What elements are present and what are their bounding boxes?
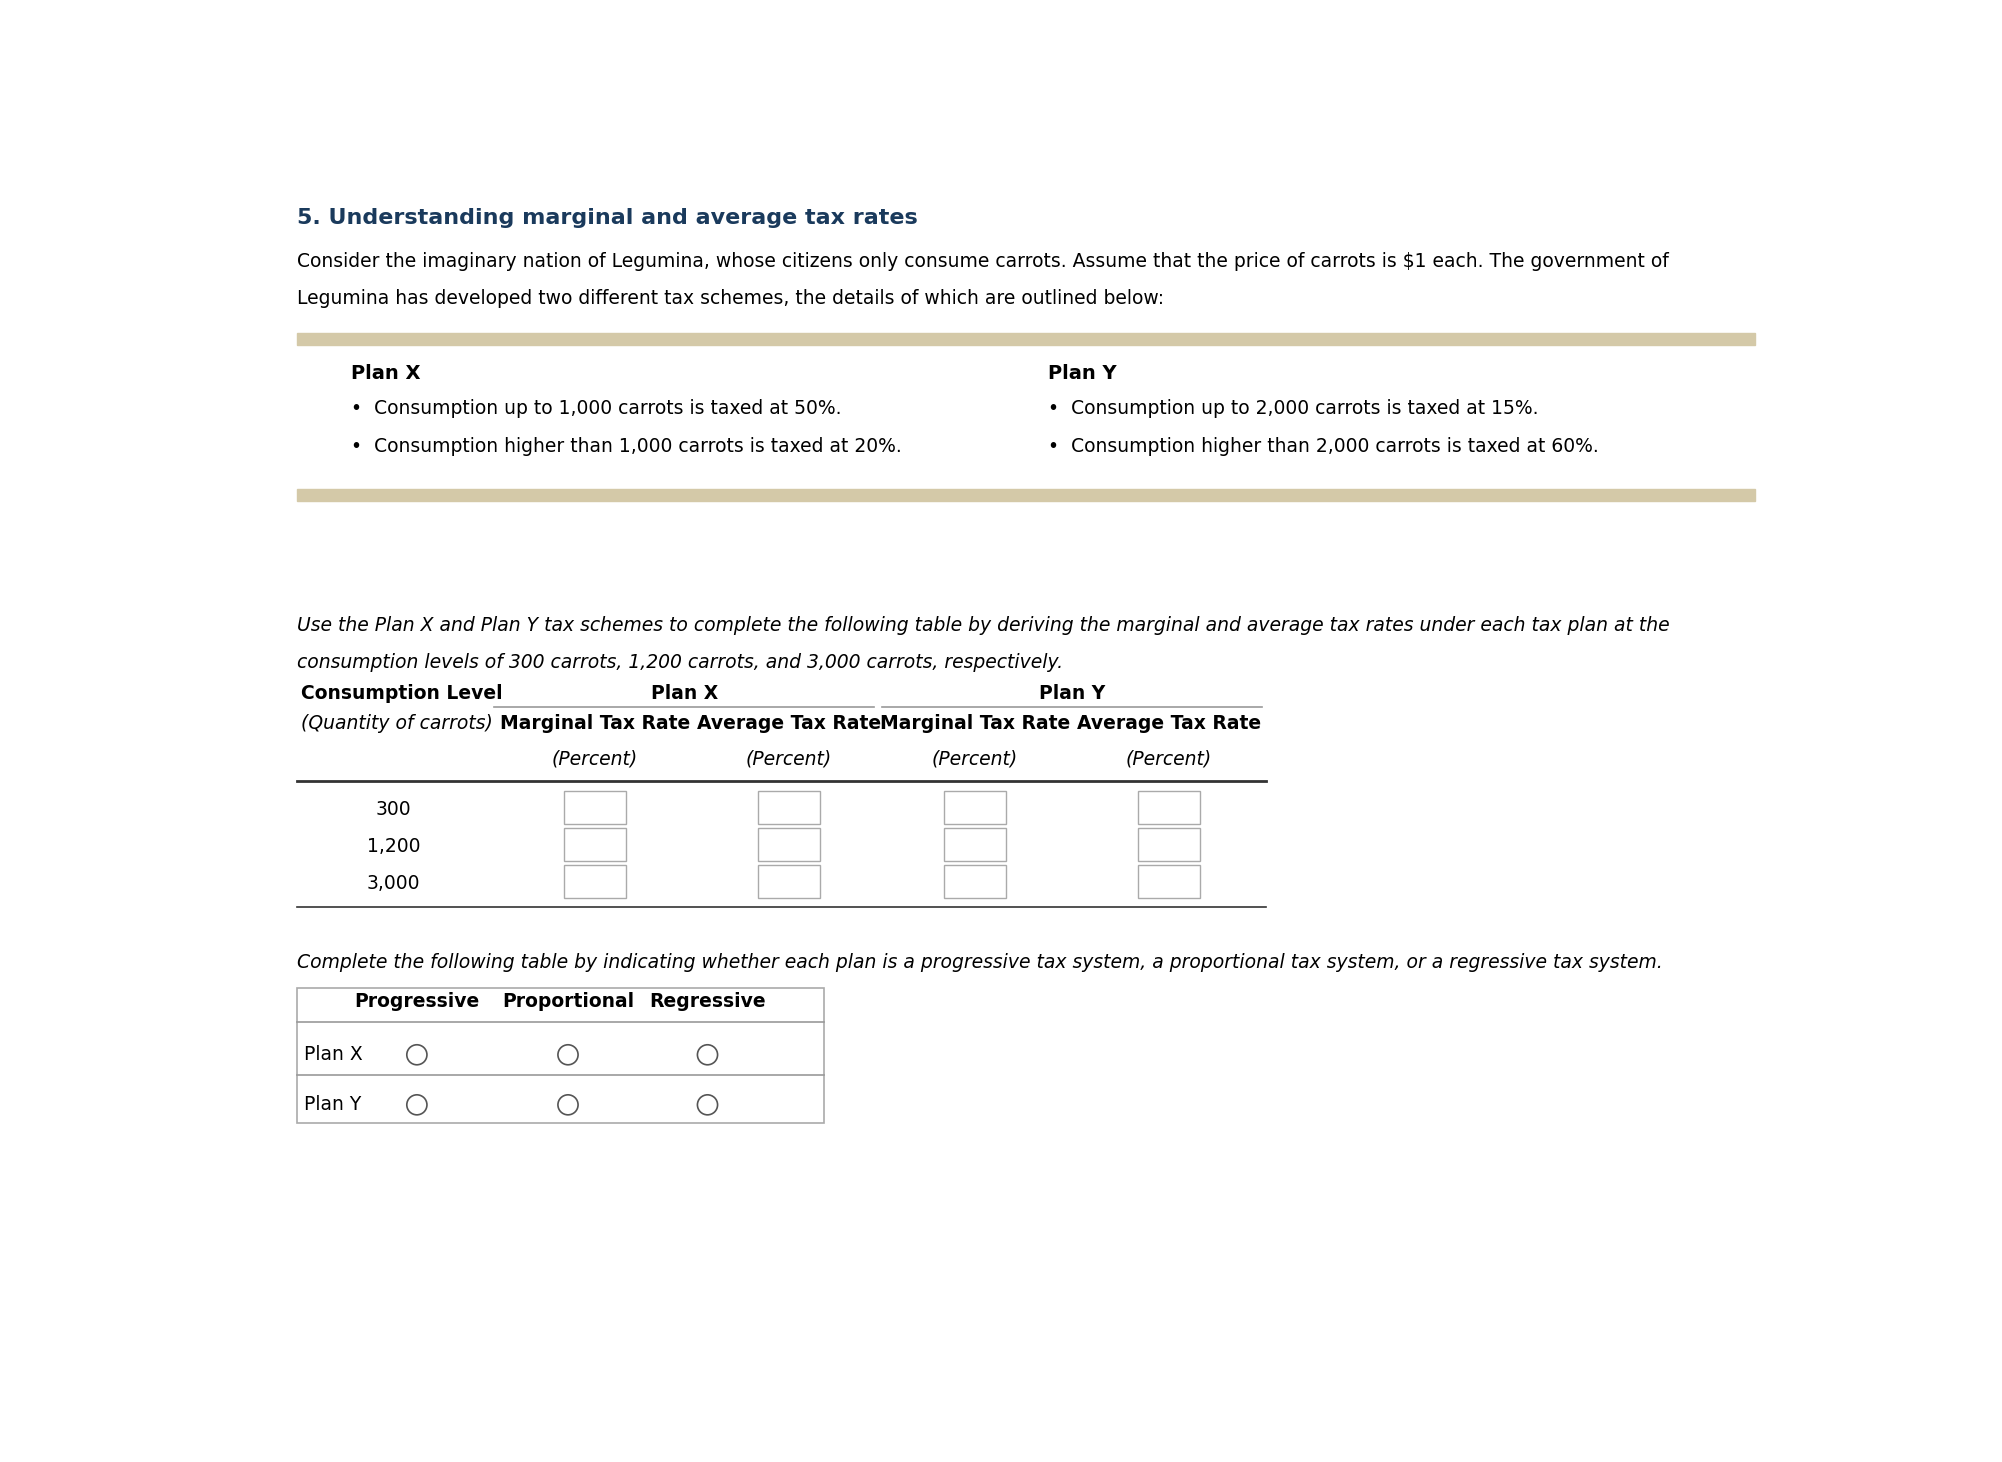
Text: •  Consumption up to 2,000 carrots is taxed at 15%.: • Consumption up to 2,000 carrots is tax… — [1049, 399, 1540, 418]
Circle shape — [697, 1095, 717, 1116]
Text: consumption levels of 300 carrots, 1,200 carrots, and 3,000 carrots, respectivel: consumption levels of 300 carrots, 1,200… — [296, 654, 1063, 673]
Text: •  Consumption higher than 1,000 carrots is taxed at 20%.: • Consumption higher than 1,000 carrots … — [350, 437, 901, 456]
Text: Plan X: Plan X — [651, 684, 719, 703]
Text: 1,200: 1,200 — [366, 836, 420, 855]
Bar — [565, 829, 627, 861]
Circle shape — [406, 1095, 426, 1116]
Bar — [1137, 866, 1199, 898]
Bar — [565, 791, 627, 823]
Bar — [943, 866, 1005, 898]
Bar — [759, 829, 821, 861]
Text: (Percent): (Percent) — [747, 749, 833, 768]
Text: Plan X: Plan X — [350, 364, 420, 383]
Text: Use the Plan X and Plan Y tax schemes to complete the following table by derivin: Use the Plan X and Plan Y tax schemes to… — [296, 616, 1670, 635]
Text: Consumption Level: Consumption Level — [300, 684, 503, 703]
Bar — [296, 988, 823, 1123]
Text: Plan Y: Plan Y — [1039, 684, 1105, 703]
Text: Regressive: Regressive — [649, 991, 767, 1010]
Text: Plan Y: Plan Y — [304, 1095, 362, 1114]
Circle shape — [559, 1095, 579, 1116]
Bar — [759, 791, 821, 823]
Bar — [1137, 829, 1199, 861]
Text: Legumina has developed two different tax schemes, the details of which are outli: Legumina has developed two different tax… — [296, 289, 1163, 308]
Text: (Percent): (Percent) — [1125, 749, 1211, 768]
Text: 5. Understanding marginal and average tax rates: 5. Understanding marginal and average ta… — [296, 208, 917, 228]
Bar — [296, 488, 1756, 501]
Text: •  Consumption higher than 2,000 carrots is taxed at 60%.: • Consumption higher than 2,000 carrots … — [1049, 437, 1600, 456]
Text: •  Consumption up to 1,000 carrots is taxed at 50%.: • Consumption up to 1,000 carrots is tax… — [350, 399, 841, 418]
Text: 300: 300 — [376, 800, 412, 819]
Circle shape — [559, 1045, 579, 1064]
Text: Complete the following table by indicating whether each plan is a progressive ta: Complete the following table by indicati… — [296, 953, 1662, 972]
Circle shape — [697, 1045, 717, 1064]
Text: Plan X: Plan X — [304, 1045, 362, 1064]
Text: (Percent): (Percent) — [553, 749, 639, 768]
Bar — [943, 829, 1005, 861]
Text: Plan Y: Plan Y — [1049, 364, 1117, 383]
Bar — [943, 791, 1005, 823]
Text: Average Tax Rate: Average Tax Rate — [1077, 715, 1261, 734]
Text: Marginal Tax Rate: Marginal Tax Rate — [500, 715, 691, 734]
Bar — [759, 866, 821, 898]
Text: Marginal Tax Rate: Marginal Tax Rate — [879, 715, 1069, 734]
Text: Progressive: Progressive — [354, 991, 480, 1010]
Bar — [565, 866, 627, 898]
Bar — [1137, 791, 1199, 823]
Text: Consider the imaginary nation of Legumina, whose citizens only consume carrots. : Consider the imaginary nation of Legumin… — [296, 253, 1668, 272]
Text: (Percent): (Percent) — [931, 749, 1017, 768]
Text: Proportional: Proportional — [503, 991, 635, 1010]
Text: (Quantity of carrots): (Quantity of carrots) — [300, 715, 492, 734]
Circle shape — [406, 1045, 426, 1064]
Text: Average Tax Rate: Average Tax Rate — [697, 715, 881, 734]
Bar — [296, 332, 1756, 345]
Text: 3,000: 3,000 — [366, 874, 420, 893]
